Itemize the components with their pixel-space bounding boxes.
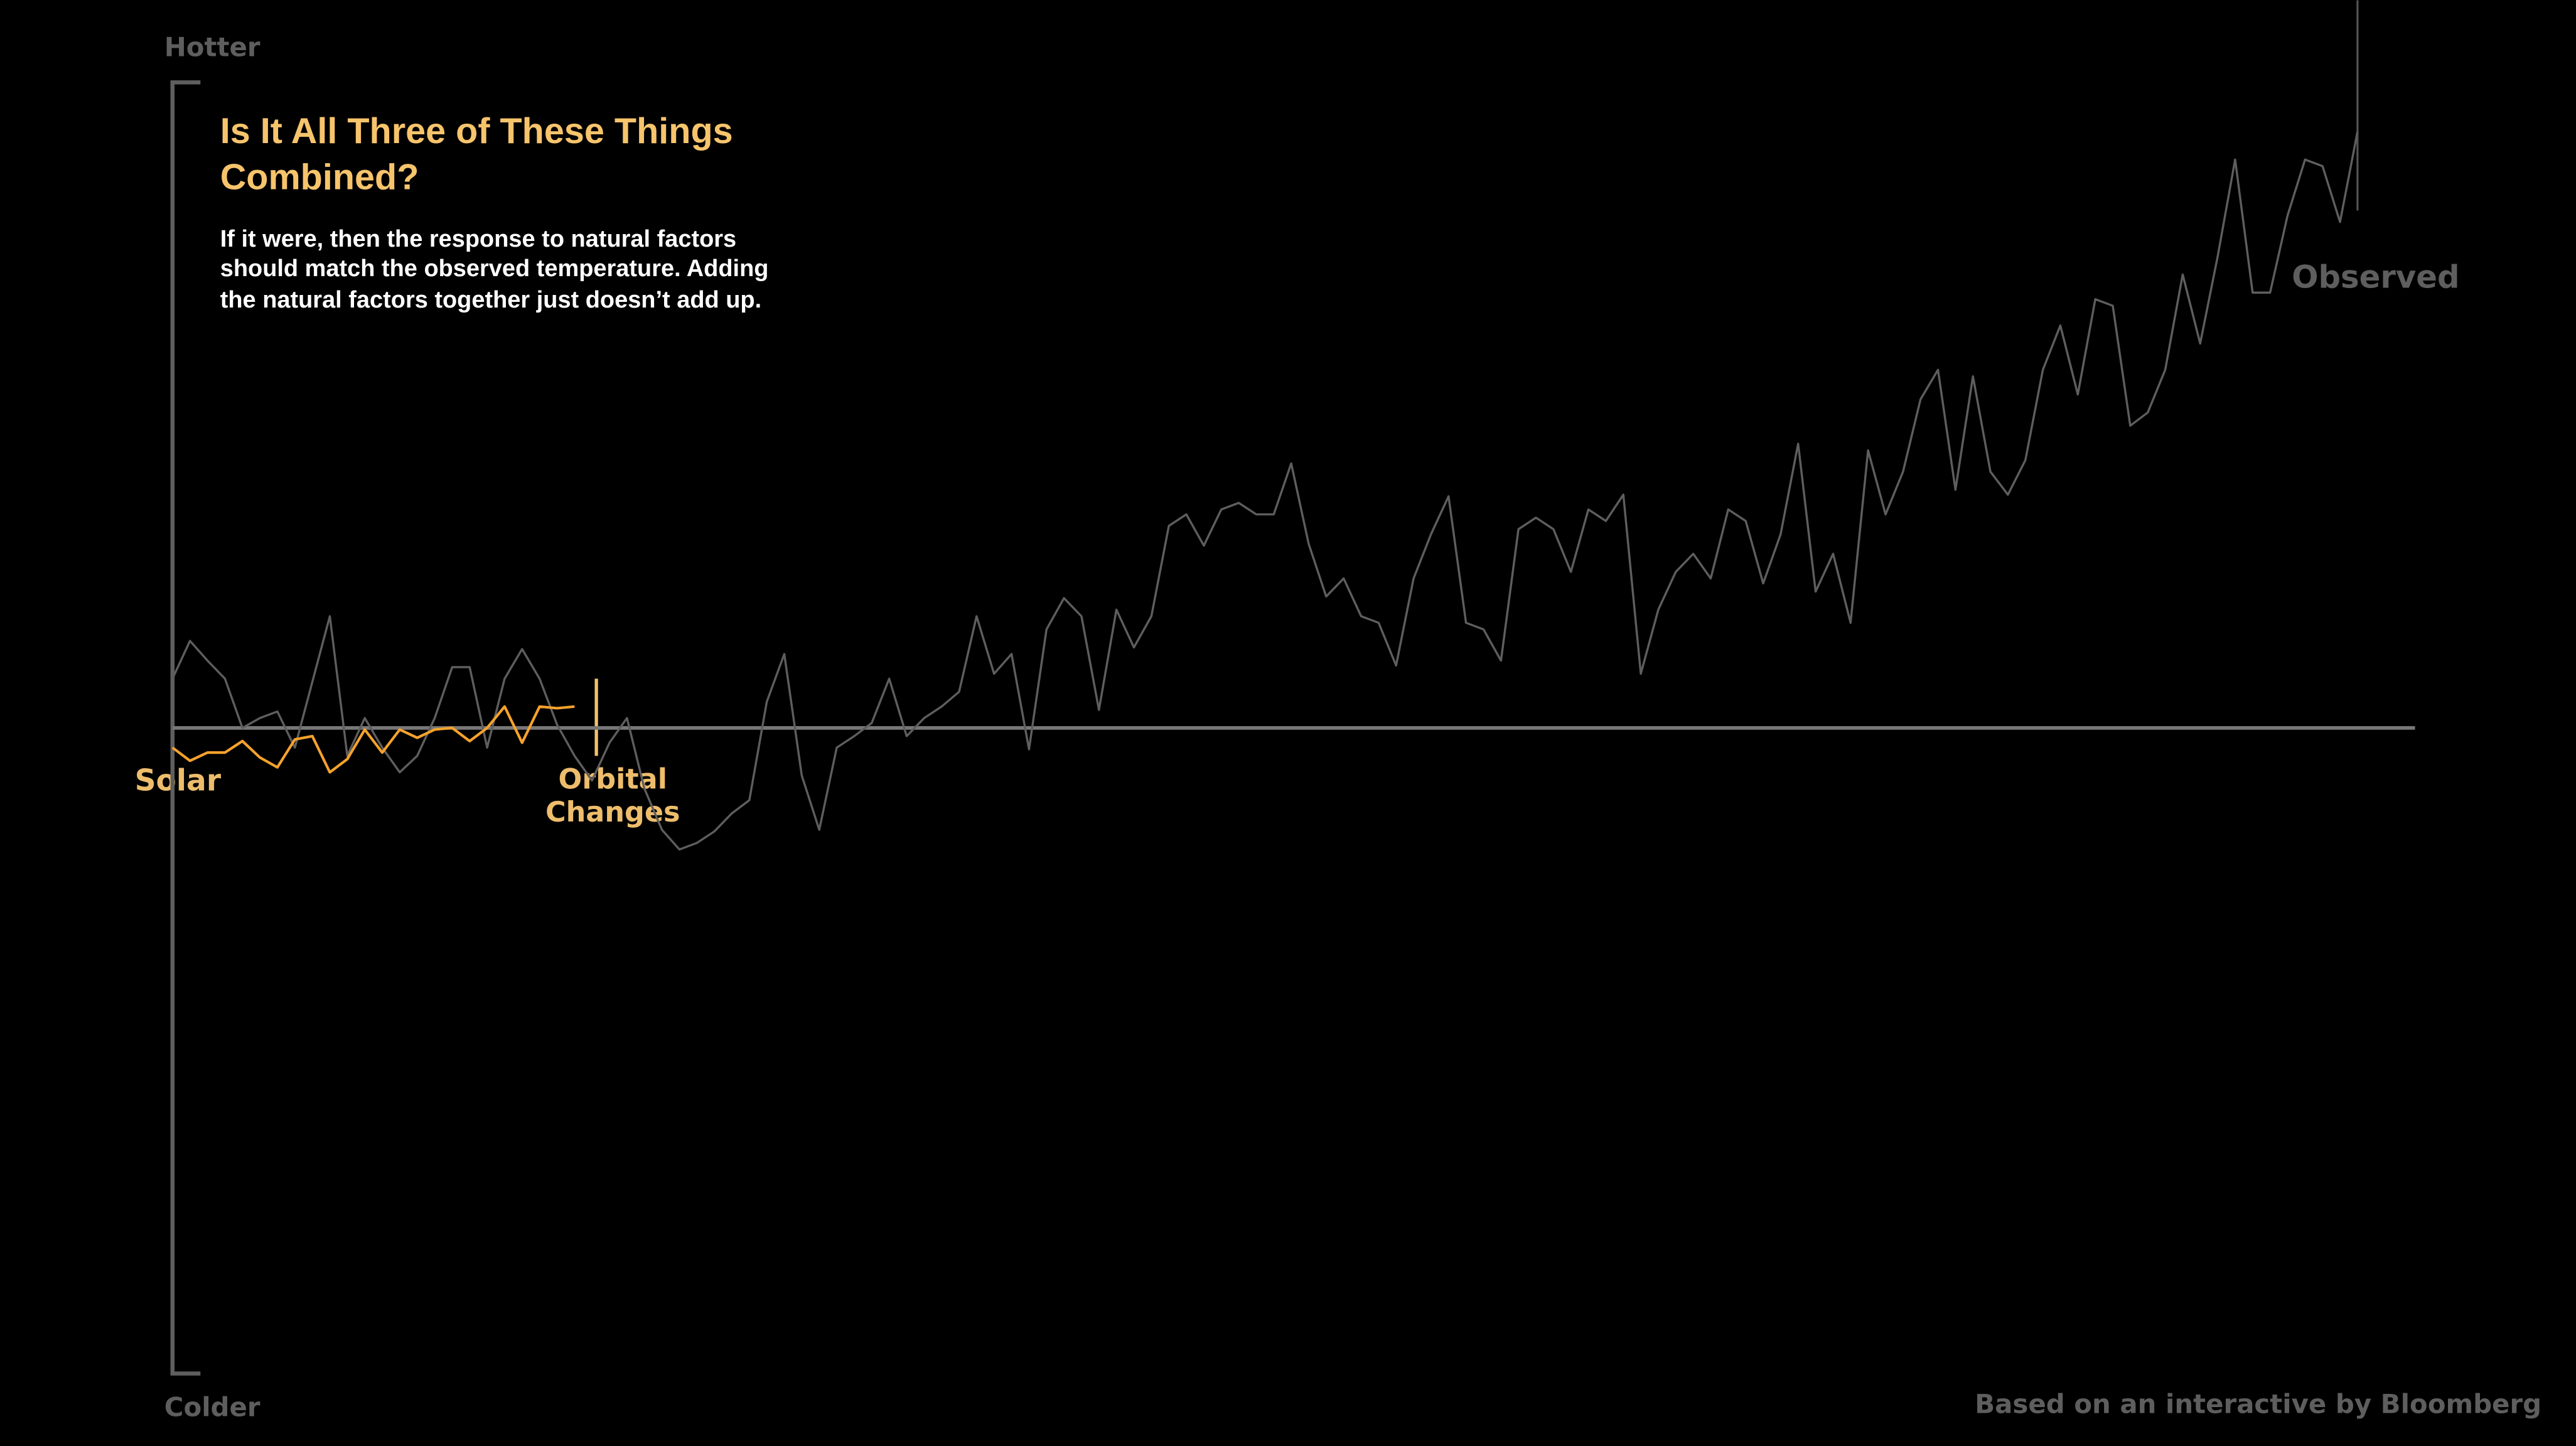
source-note: Based on an interactive by Bloomberg bbox=[1975, 1388, 2541, 1419]
solar-label: Solar bbox=[135, 763, 222, 798]
title-box: Is It All Three of These Things Combined… bbox=[220, 110, 733, 198]
series-line bbox=[171, 131, 2359, 851]
colder-label: Colder bbox=[164, 1392, 260, 1423]
chart-subtitle: If it were, then the response to natural… bbox=[220, 227, 769, 314]
hotter-label: Hotter bbox=[164, 31, 260, 62]
subtitle-box: If it were, then the response to natural… bbox=[220, 227, 769, 314]
series-label: Observed bbox=[2292, 259, 2459, 295]
chart-title: Is It All Three of These Things Combined… bbox=[220, 110, 733, 198]
orbital-label-box: Orbital Changes bbox=[545, 764, 680, 830]
orbital-label: Orbital Changes bbox=[545, 764, 680, 830]
series-line bbox=[171, 705, 575, 774]
